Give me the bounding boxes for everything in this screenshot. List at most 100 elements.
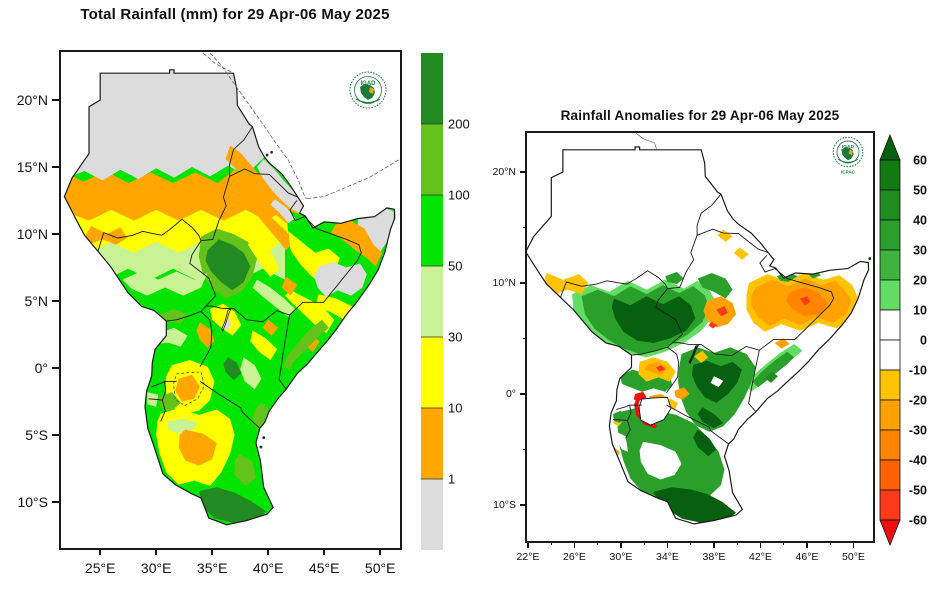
rainfall-patch [167,418,199,434]
colorbar-label: 200 [448,117,470,132]
y-axis-minor-tick [523,448,527,451]
logo-inner-ring [836,140,860,164]
colorbar-label: 10 [448,401,462,416]
colorbar-label: 100 [448,188,470,203]
country-border [289,200,305,222]
y-axis-tick-label: 15°N [16,159,48,175]
rainfall-patch [733,247,749,260]
rainfall-patch [64,167,307,221]
rainfall-patch [697,273,733,299]
y-axis-tick [52,233,59,235]
x-axis-tick-label: 45°E [308,560,340,576]
region-outline [63,69,396,526]
island-speck [270,150,273,154]
igad-logo: IGAD [349,71,387,109]
rainfall-patch [774,338,790,349]
x-axis-tick [99,548,101,555]
nile-river-line [635,133,657,150]
rainfall-patch [697,407,724,429]
lake-victoria [638,396,672,426]
rainfall-patch [665,271,684,285]
rainfall-patch [159,309,188,324]
x-axis-tick-label: 35°E [196,560,228,576]
anomaly-colorbar: 60 50 40 30 20 10 0 -10 -20 -30 -40 -50 -60 [879,133,927,547]
country-border [689,344,760,357]
rainfall-patch [765,371,778,383]
colorbar-cell [879,279,901,311]
colorbar-label: 40 [913,214,927,228]
rainfall-patch [314,262,367,297]
logo-wreath [837,158,859,163]
logo-icpac-text: ICPAC [841,169,856,174]
rainfall-patch [250,330,278,360]
colorbar-cell [421,53,443,124]
colorbar-cell [421,195,443,266]
x-axis-tick-label: 38°E [702,551,726,563]
country-border [560,270,668,298]
y-axis-tick [52,501,59,503]
rainfall-patch [198,487,266,524]
x-axis-minor-tick [783,541,785,545]
colorbar-label: 20 [913,274,927,288]
x-axis-tick [620,541,622,548]
logo-outer-ring [349,71,387,109]
colorbar-label: 30 [913,244,927,258]
logo-outer-ring [832,136,864,168]
colorbar-cell [421,337,443,408]
colorbar-label: -30 [909,424,927,438]
rainfall-patch [205,239,251,291]
x-axis-tick-label: 40°E [252,560,284,576]
country-border [665,346,680,394]
x-axis-tick [155,548,157,555]
x-axis-tick [267,548,269,555]
colorbar-label: -20 [909,394,927,408]
region-base-fill [527,147,869,524]
colorbar-cell [879,399,901,431]
y-axis-tick [520,282,527,284]
rainfall-patch [281,276,298,296]
colorbar-cell [421,408,443,479]
rainfall-patch [223,357,242,381]
y-axis-tick-label: 20°N [492,166,516,178]
x-axis-tick [806,541,808,548]
rainfall-patch [752,351,795,388]
x-axis-tick-label: 50°E [842,551,865,563]
rainfall-patch [262,319,279,336]
colorbar-arrow-up [879,133,901,161]
x-axis-tick-label: 30°E [609,551,633,563]
colorbar-label: -40 [909,454,927,468]
colorbar-cell [421,479,443,550]
country-border [199,381,261,429]
logo-inner-ring [354,76,382,104]
logo-africa-accent [848,149,853,156]
y-axis-tick-label: 10°N [492,277,516,289]
rainfall-patch [546,301,561,313]
rainfall-patch [710,376,724,388]
y-axis-tick [52,300,59,302]
logo-africa-accent [369,87,374,94]
x-axis-tick-label: 50°E [364,560,396,576]
right-map-title: Rainfall Anomalies for 29 Apr-06 May 202… [560,108,840,123]
country-border [289,216,362,316]
colorbar-arrow-down [879,519,901,547]
x-axis-tick-label: 34°E [656,551,679,563]
rainfall-patch [196,322,215,348]
colorbar-label: 30 [448,330,462,345]
colorbar-cell [421,124,443,195]
x-axis-minor-tick [736,541,738,545]
colorbar-cell [879,159,901,191]
rainfall-patch [639,441,682,480]
colorbar-cell [879,459,901,491]
x-axis-tick [713,541,715,548]
island-speck [868,257,872,260]
logo-wreath [355,98,381,104]
y-axis-tick [52,166,59,168]
rainfall-patch [122,271,208,296]
rainfall-patch [653,487,737,524]
island-speck [265,153,269,157]
country-border [759,254,776,273]
colorbar-label: 10 [913,304,927,318]
rainfall-patch [270,199,296,224]
country-border [655,288,684,344]
